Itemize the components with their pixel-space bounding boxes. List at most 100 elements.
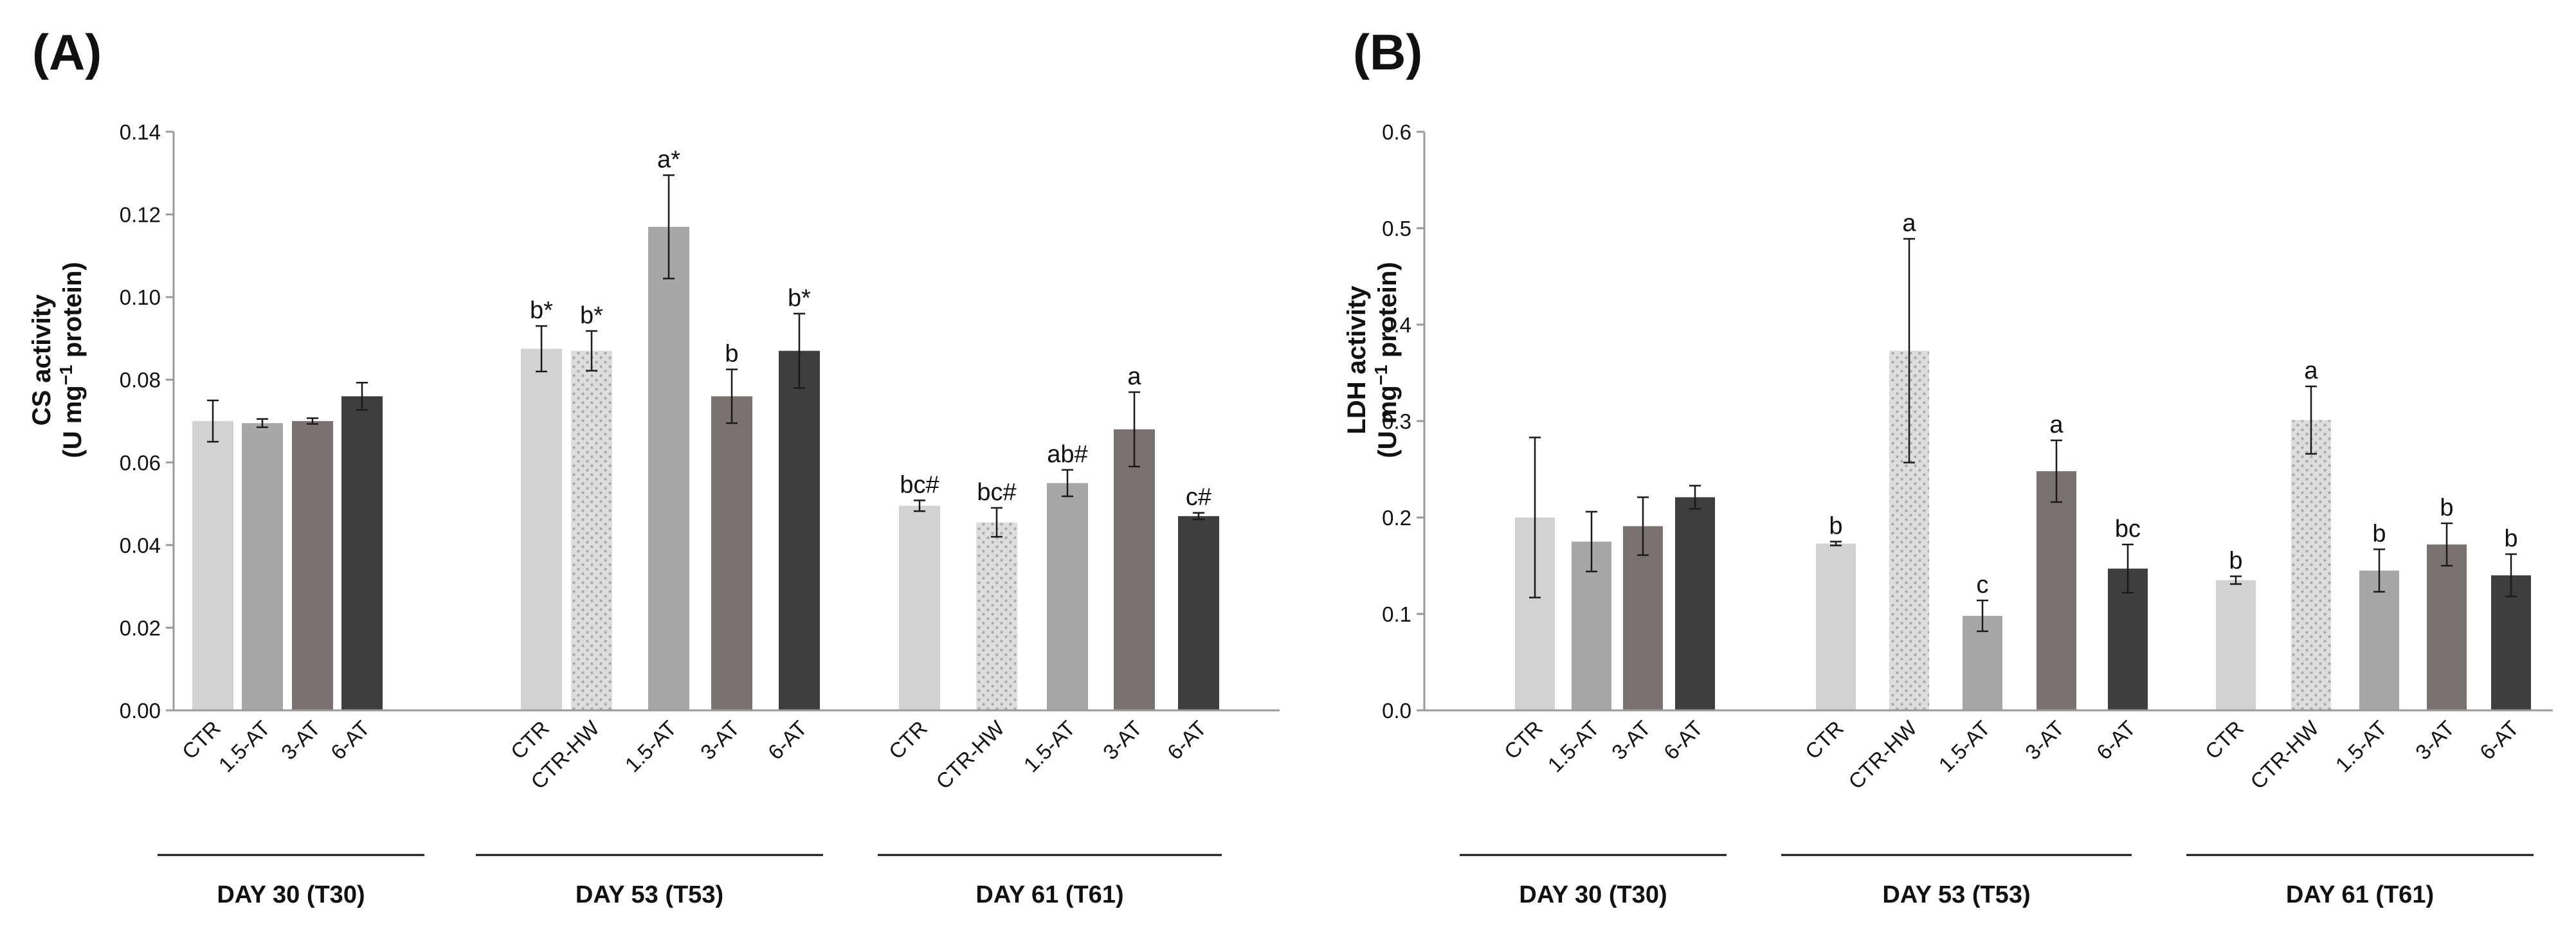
panel-b-group-labels: DAY 30 (T30) DAY 53 (T53) DAY 61 (T61) <box>1460 854 2534 908</box>
panel-a-bar-t1-ctr-significance-letter: b* <box>530 297 553 324</box>
panel-b-xtick-label: 3-AT <box>2020 716 2069 764</box>
panel-b-bar-t2-1-5-at <box>2359 570 2399 710</box>
panel-a-bar-t2-ctr-hw <box>976 522 1017 710</box>
panel-b-bar-t2-ctr-hw-error-bar <box>2305 385 2317 455</box>
panel-b-bar-t2-ctr-hw <box>2291 420 2331 710</box>
panel-a-bar-t2-ctr-hw-significance-letter: bc# <box>977 479 1016 506</box>
panel-a-ylabel-line1: CS activity <box>28 294 56 426</box>
panel-b-ytick-label: 0.3 <box>1382 410 1411 433</box>
panel-a-ytick-label: 0.08 <box>120 368 161 392</box>
panel-b-bar-t2-ctr-hw-significance-letter: a <box>2304 357 2318 384</box>
panel-b-bar-t1-ctr-hw-significance-letter: a <box>1902 210 1916 237</box>
panel-a-bar-t2-1-5-at-error-bar <box>1062 469 1073 498</box>
panel-a-ytick-label: 0.12 <box>120 203 161 227</box>
panel-a-xtick-label: 3-AT <box>277 716 325 764</box>
panel-a-bar-t1-1-5-at <box>648 226 689 710</box>
panel-b-xtick-label: 6-AT <box>1659 716 1707 764</box>
panel-a-xtick-label: 3-AT <box>696 716 744 764</box>
panel-a-axes <box>172 132 1280 712</box>
panel-a-group-label: DAY 30 (T30) <box>217 881 365 908</box>
panel-b-bar-t1-3-at-error-bar <box>2051 439 2062 503</box>
panel-b-bar-t2-3-at <box>2427 544 2467 710</box>
panel-b-xtick-label: CTR <box>2200 716 2248 764</box>
panel-a-bar-t0-3-at-error-bar <box>307 417 318 425</box>
panel-b-bar-t2-ctr-error-bar <box>2230 575 2242 585</box>
panel-a-bar-t2-3-at-significance-letter: a <box>1127 363 1141 390</box>
panel-a-bar-t1-6-at-error-bar <box>794 312 805 389</box>
panel-a-bars: b* b* a* b b* bc# bc# ab# a c# <box>192 147 1219 710</box>
panel-a-xtick-label: CTR-HW <box>931 716 1009 793</box>
panel-b-bar-t2-ctr-significance-letter: b <box>2229 548 2242 575</box>
panel-a-bar-t1-ctr-hw-significance-letter: b* <box>580 302 603 329</box>
panel-a-bar-t2-3-at <box>1114 429 1155 710</box>
panel-a-bar-t2-3-at-error-bar <box>1129 391 1140 467</box>
panel-b-bar-t2-ctr <box>2216 580 2256 710</box>
panel-b-bar-t2-1-5-at-significance-letter: b <box>2372 521 2386 548</box>
panel-a-bar-t0-1-5-at <box>242 423 283 710</box>
panel-b-xtick-label: CTR-HW <box>2245 716 2323 793</box>
panel-a-bar-t1-3-at-error-bar <box>726 368 738 424</box>
panel-b-bar-t0-6-at <box>1675 497 1715 710</box>
panel-b-ytick-label: 0.1 <box>1382 602 1411 626</box>
panel-a-bar-t0-6-at <box>341 396 383 710</box>
panel-b-bar-t1-3-at <box>2036 471 2076 710</box>
panel-b-bar-t2-6-at-significance-letter: b <box>2504 525 2517 552</box>
panel-b-bar-t0-6-at-error-bar <box>1689 485 1701 510</box>
panel-b-xtick-label: CTR-HW <box>1844 716 1921 793</box>
panel-b-ytick-label: 0.0 <box>1382 699 1411 723</box>
panel-b-bar-t1-ctr <box>1816 543 1856 710</box>
panel-b-ytick-label: 0.4 <box>1382 313 1411 337</box>
panel-b-bar-t1-6-at-significance-letter: bc <box>2115 516 2141 543</box>
panel-a-ylabel-line2: (U mg−1 protein) <box>56 262 87 458</box>
panel-b-bar-t1-1-5-at-significance-letter: c <box>1977 572 1989 598</box>
panel-a-group-label: DAY 61 (T61) <box>975 881 1123 908</box>
panel-b-bars: b a c a bc b a b b b <box>1515 210 2531 710</box>
panel-b-bar-t1-1-5-at-error-bar <box>1977 599 1988 633</box>
panel-b-bar-t0-3-at <box>1623 526 1663 710</box>
panel-a-bar-t2-ctr <box>899 505 940 710</box>
panel-b-xtick-label: 6-AT <box>2475 716 2523 764</box>
panel-b-xtick-label: CTR <box>1500 716 1547 764</box>
panel-b-xtick-label: 1.5-AT <box>2330 716 2391 777</box>
panel-a-bar-t1-3-at <box>711 396 752 710</box>
panel-a-ytick-label: 0.04 <box>120 534 161 557</box>
panel-a-bar-t0-ctr-error-bar <box>207 399 219 443</box>
panel-b-xtick-label: 3-AT <box>1607 716 1655 764</box>
panel-a-bar-t2-6-at-error-bar <box>1193 512 1204 521</box>
panel-b-group-label: DAY 30 (T30) <box>1519 881 1667 908</box>
panel-a-bar-t2-6-at-significance-letter: c# <box>1186 484 1211 511</box>
panel-a-ylabel: CS activity (U mg−1 protein) <box>28 262 87 458</box>
panel-b-bar-t1-ctr-significance-letter: b <box>1829 513 1842 540</box>
panel-b-bar-t1-6-at-error-bar <box>2122 543 2134 594</box>
panel-a-ytick-label: 0.06 <box>120 451 161 474</box>
panel-a-bar-t1-ctr-hw <box>571 350 612 710</box>
panel-a-group-label: DAY 53 (T53) <box>576 881 723 908</box>
panel-a-xtick-label: CTR <box>884 716 932 764</box>
panel-a-ytick-label: 0.02 <box>120 616 161 640</box>
panel-a-bar-t2-ctr-hw-error-bar <box>991 507 1002 538</box>
panel-b-chart: (B) LDH activity (U mg−1 protein) 0.0 0.1… <box>1343 24 2553 908</box>
panel-b-bar-t0-ctr-error-bar <box>1529 437 1541 598</box>
panel-b-bar-t2-3-at-error-bar <box>2441 522 2453 567</box>
panel-b-ytick-label: 0.5 <box>1382 217 1411 240</box>
panel-b-ytick-label: 0.2 <box>1382 506 1411 530</box>
panel-a-bar-t1-1-5-at-error-bar <box>663 174 675 280</box>
panel-b-xtick-label: 6-AT <box>2092 716 2140 764</box>
panel-a-bar-t0-ctr <box>192 421 233 710</box>
panel-b-xtick-label: 3-AT <box>2411 716 2459 764</box>
panel-b-axes <box>1423 132 2553 712</box>
panel-b-group-label: DAY 53 (T53) <box>1882 881 2030 908</box>
panel-b-y-ticks: 0.0 0.1 0.2 0.3 0.4 0.5 0.6 <box>1382 120 1424 723</box>
panel-b-label: (B) <box>1353 24 1422 80</box>
panel-a-bar-t1-3-at-significance-letter: b <box>725 341 738 368</box>
panel-a-bar-t1-6-at <box>779 350 820 710</box>
panel-b-bar-t2-3-at-significance-letter: b <box>2440 494 2453 521</box>
panel-a-y-ticks: 0.00 0.02 0.04 0.06 0.08 0.10 0.12 0.14 <box>120 120 174 723</box>
panel-a-ytick-label: 0.10 <box>120 285 161 309</box>
panel-a-bar-t2-ctr-significance-letter: bc# <box>900 471 939 498</box>
panel-a-bar-t1-ctr <box>521 348 562 710</box>
panel-a-bar-t1-ctr-hw-error-bar <box>586 330 597 372</box>
panel-a-bar-t2-ctr-error-bar <box>914 500 925 512</box>
